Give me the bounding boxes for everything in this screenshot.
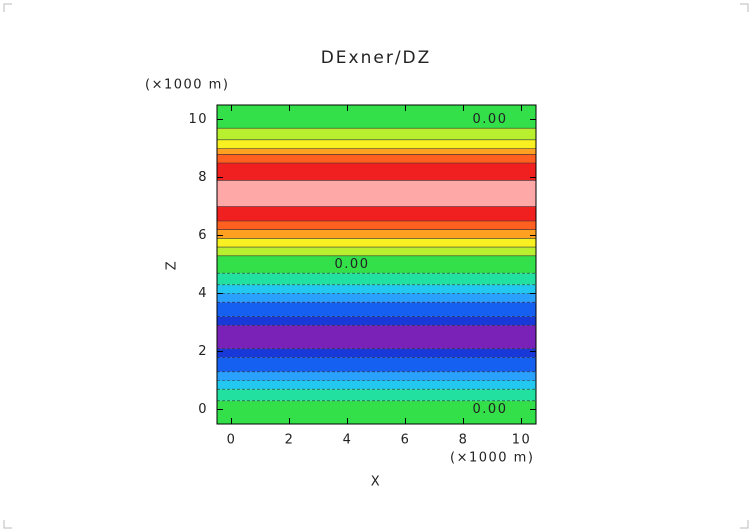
- contour-label-bg: [466, 113, 514, 126]
- contour-band: [217, 238, 536, 248]
- contour-band: [217, 206, 536, 221]
- contour-band: [217, 154, 536, 163]
- contour-label-bg: [328, 258, 376, 271]
- y-tick-label: 0: [198, 402, 208, 417]
- contour-band: [217, 247, 536, 256]
- contour-band: [217, 221, 536, 230]
- contour-band: [217, 316, 536, 326]
- contour-band: [217, 302, 536, 317]
- contour-label: 0.00: [335, 257, 370, 272]
- contour-band: [217, 371, 536, 381]
- contour-band: [217, 357, 536, 372]
- contour-band: [217, 255, 536, 274]
- contour-band: [217, 389, 536, 401]
- contour-label: 0.00: [473, 402, 508, 417]
- contour-band: [217, 293, 536, 303]
- contour-band: [217, 325, 536, 349]
- contour-band: [217, 229, 536, 239]
- y-axis-label: Z: [165, 260, 180, 270]
- y-tick-label: 6: [198, 228, 208, 243]
- x-tick-label: 8: [459, 433, 469, 448]
- contour-band: [217, 163, 536, 181]
- x-tick-label: 2: [285, 433, 295, 448]
- corner-marks: [3, 3, 749, 529]
- contour-band: [217, 400, 536, 424]
- contour-band: [217, 273, 536, 285]
- y-tick-label: 4: [198, 286, 208, 301]
- x-tick-label: 0: [227, 433, 237, 448]
- x-tick-label: 10: [512, 433, 532, 448]
- contour-label-bg: [466, 403, 514, 416]
- contour-band: [217, 139, 536, 149]
- x-axis-label: X: [371, 475, 381, 490]
- chart-title: DExner/DZ: [321, 48, 432, 68]
- contour-band: [217, 128, 536, 140]
- contour-band: [217, 348, 536, 358]
- x-tick-label: 4: [343, 433, 353, 448]
- x-tick-label: 6: [401, 433, 411, 448]
- x-unit: (×1000 m): [450, 451, 534, 466]
- contour-band: [217, 148, 536, 155]
- y-tick-label: 10: [188, 112, 208, 127]
- y-tick-label: 2: [198, 344, 208, 359]
- contour-label: 0.00: [473, 112, 508, 127]
- contour-band: [217, 380, 536, 390]
- y-tick-label: 8: [198, 170, 208, 185]
- contour-band: [217, 105, 536, 129]
- y-unit: (×1000 m): [145, 78, 229, 93]
- contour-band: [217, 180, 536, 207]
- contour-band: [217, 284, 536, 294]
- plot-frame: [216, 104, 537, 425]
